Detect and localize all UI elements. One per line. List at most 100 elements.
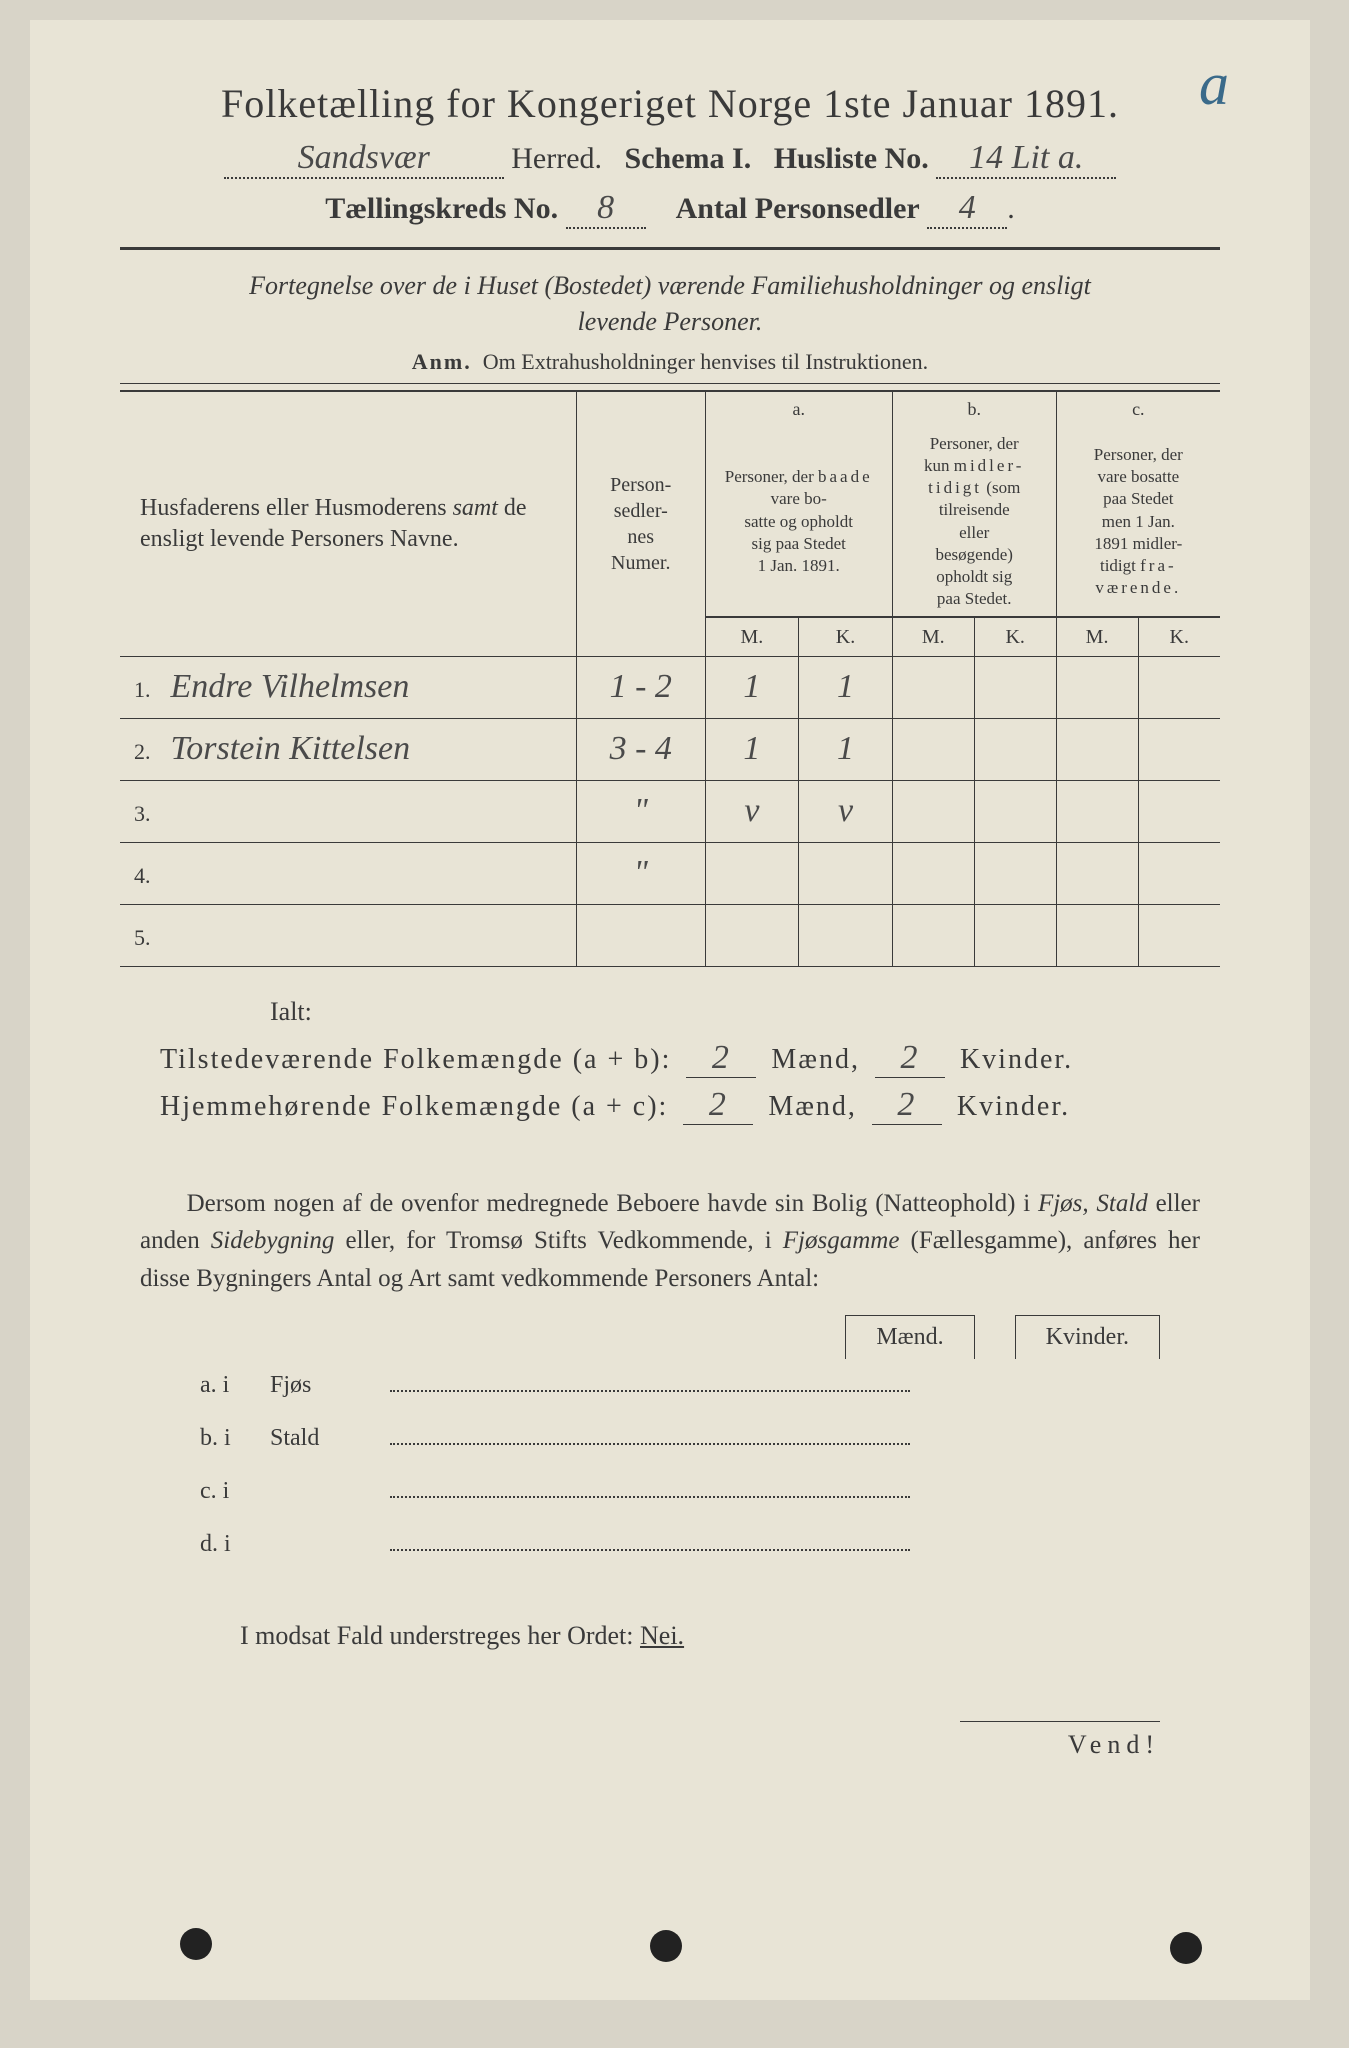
husliste-value: 14 Lit a.: [936, 139, 1116, 179]
dotted-line: [390, 1443, 910, 1445]
ink-blot: [180, 1928, 212, 1960]
tilstede-label: Tilstedeværende Folkemængde (a + b):: [160, 1044, 671, 1075]
husliste-label: Husliste No.: [774, 142, 929, 175]
col-group-a-label: a.: [705, 391, 892, 427]
nei-word: Nei.: [640, 1621, 684, 1650]
row-b-k: [974, 842, 1056, 904]
vend-label: Vend!: [960, 1721, 1160, 1760]
col-group-c-text: Personer, dervare bosattepaa Stedetmen 1…: [1056, 427, 1220, 617]
description: Fortegnelse over de i Huset (Bostedet) v…: [120, 268, 1220, 341]
row-name: 2. Torstein Kittelsen: [120, 718, 576, 780]
list-label: b. i: [200, 1412, 270, 1465]
row-c-k: [1138, 842, 1220, 904]
row-numer: 1 - 2: [576, 656, 705, 718]
row-c-k: [1138, 780, 1220, 842]
hjemme-k: 2: [872, 1086, 942, 1125]
paragraph: Dersom nogen af de ovenfor medregnede Be…: [140, 1185, 1200, 1298]
main-table: Husfaderens eller Husmoderens samt de en…: [120, 390, 1220, 967]
col-header-names: Husfaderens eller Husmoderens samt de en…: [120, 391, 576, 657]
row-a-k: [799, 904, 893, 966]
page-title: Folketælling for Kongeriget Norge 1ste J…: [120, 80, 1220, 127]
row-a-m: v: [705, 780, 799, 842]
anm-line: Anm. Om Extrahusholdninger henvises til …: [120, 349, 1220, 375]
table-row: 1. Endre Vilhelmsen1 - 211: [120, 656, 1220, 718]
hjemme-m: 2: [683, 1086, 753, 1125]
row-a-k: [799, 842, 893, 904]
row-name: 5.: [120, 904, 576, 966]
col-group-c-label: c.: [1056, 391, 1220, 427]
col-group-b-label: b.: [892, 391, 1056, 427]
row-c-k: [1138, 904, 1220, 966]
row-a-m: [705, 842, 799, 904]
row-c-m: [1056, 656, 1138, 718]
row-b-k: [974, 656, 1056, 718]
anm-text: Om Extrahusholdninger henvises til Instr…: [483, 349, 928, 374]
census-form-page: Folketælling for Kongeriget Norge 1ste J…: [30, 20, 1310, 2000]
col-header-numer: Person-sedler-nesNumer.: [576, 391, 705, 657]
row-b-k: [974, 904, 1056, 966]
divider: [120, 383, 1220, 384]
divider: [120, 247, 1220, 250]
row-c-k: [1138, 718, 1220, 780]
kvinder-label: Kvinder.: [957, 1091, 1070, 1122]
row-a-k: 1: [799, 656, 893, 718]
row-a-k: 1: [799, 718, 893, 780]
ialt-label: Ialt:: [270, 997, 1220, 1027]
row-a-k: v: [799, 780, 893, 842]
row-b-k: [974, 780, 1056, 842]
list-item: c. i: [200, 1465, 1220, 1518]
totals-tilstede: Tilstedeværende Folkemængde (a + b): 2 M…: [160, 1039, 1220, 1078]
row-c-m: [1056, 718, 1138, 780]
kreds-label: Tællingskreds No.: [325, 192, 558, 225]
header-line-3: Tællingskreds No. 8 Antal Personsedler 4…: [120, 189, 1220, 229]
antal-label: Antal Personsedler: [676, 192, 920, 225]
row-b-k: [974, 718, 1056, 780]
row-name: 4.: [120, 842, 576, 904]
row-b-m: [892, 718, 974, 780]
row-b-m: [892, 842, 974, 904]
row-a-m: 1: [705, 656, 799, 718]
row-c-m: [1056, 780, 1138, 842]
dotted-line: [390, 1549, 910, 1551]
table-row: 5.: [120, 904, 1220, 966]
col-a-k: K.: [799, 617, 893, 657]
list-word: Fjøs: [270, 1359, 390, 1412]
col-group-a-text: Personer, der baade vare bo-satte og oph…: [705, 427, 892, 617]
row-numer: 3 - 4: [576, 718, 705, 780]
row-name: 1. Endre Vilhelmsen: [120, 656, 576, 718]
list-label: a. i: [200, 1359, 270, 1412]
col-group-b-text: Personer, derkun midler-tidigt (somtilre…: [892, 427, 1056, 617]
list-item: d. i: [200, 1518, 1220, 1571]
row-numer: [576, 904, 705, 966]
row-a-m: [705, 904, 799, 966]
modsat-text: I modsat Fald understreges her Ordet:: [240, 1621, 634, 1650]
list-item: b. iStald: [200, 1412, 1220, 1465]
table-row: 2. Torstein Kittelsen3 - 411: [120, 718, 1220, 780]
maend-label: Mænd,: [771, 1044, 860, 1075]
col-b-k: K.: [974, 617, 1056, 657]
hjemme-label: Hjemmehørende Folkemængde (a + c):: [160, 1091, 668, 1122]
mk-k: Kvinder.: [1015, 1315, 1160, 1359]
row-c-m: [1056, 842, 1138, 904]
tilstede-k: 2: [875, 1039, 945, 1078]
row-name: 3.: [120, 780, 576, 842]
dotted-line: [390, 1390, 910, 1392]
title-text: Folketælling for Kongeriget Norge 1ste J…: [221, 81, 1119, 126]
row-b-m: [892, 656, 974, 718]
dotted-line: [390, 1496, 910, 1498]
herred-value: Sandsvær: [224, 139, 504, 179]
corner-annotation: a: [1199, 50, 1230, 119]
row-numer: ": [576, 780, 705, 842]
desc-line2: levende Personer.: [578, 307, 763, 336]
ink-blot: [1170, 1932, 1202, 1964]
mk-m: Mænd.: [845, 1315, 974, 1359]
col-b-m: M.: [892, 617, 974, 657]
desc-line1: Fortegnelse over de i Huset (Bostedet) v…: [249, 271, 1091, 300]
table-row: 4. ": [120, 842, 1220, 904]
kreds-value: 8: [566, 189, 646, 229]
row-c-k: [1138, 656, 1220, 718]
list-label: d. i: [200, 1518, 270, 1571]
modsat-line: I modsat Fald understreges her Ordet: Ne…: [240, 1621, 1220, 1651]
building-list: a. iFjøsb. iStaldc. id. i: [200, 1359, 1220, 1570]
ink-blot: [650, 1930, 682, 1962]
